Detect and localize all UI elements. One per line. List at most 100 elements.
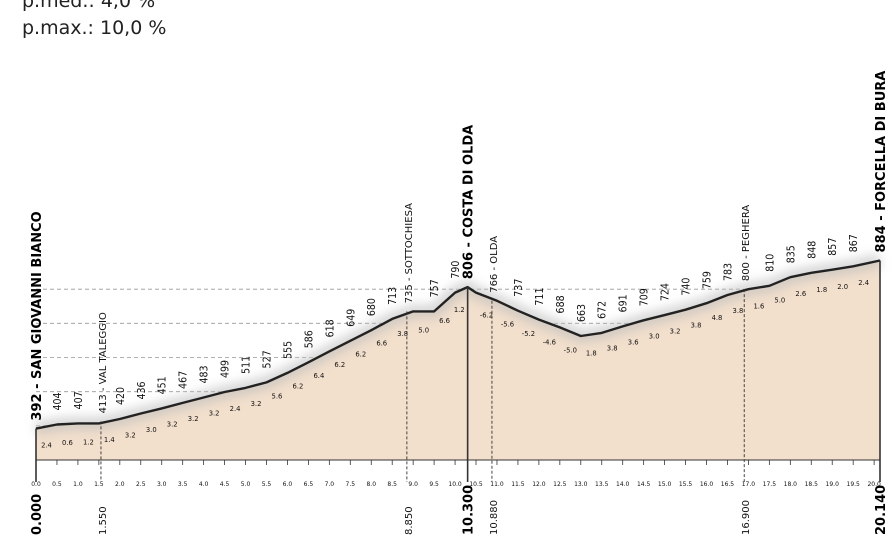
gradient-label: 1.2 — [454, 306, 465, 314]
km-tick-label: 1.0 — [73, 481, 83, 488]
altitude-label: 407 — [73, 391, 85, 409]
gradient-label: 6.2 — [293, 383, 304, 391]
km-tick-label: 10.5 — [469, 481, 483, 488]
altitude-label: 649 — [345, 309, 357, 327]
km-tick-label: 6.5 — [304, 481, 314, 488]
gradient-label: 3.2 — [167, 421, 178, 429]
location-lines — [35, 260, 881, 482]
altitude-label: 663 — [576, 304, 588, 322]
km-tick-label: 5.0 — [241, 481, 251, 488]
altitude-label: 857 — [827, 238, 839, 256]
altitude-label: 467 — [178, 371, 190, 389]
km-tick-label: 11.5 — [511, 481, 525, 488]
gradient-label: -5.2 — [522, 330, 535, 338]
profile-header: p.med.: 4,0 % p.max.: 10,0 % — [22, 0, 166, 42]
km-tick-label: 5.5 — [262, 481, 272, 488]
altitude-label: 724 — [660, 283, 672, 301]
km-tick-label: 11.0 — [490, 481, 504, 488]
location-km: 1.550 — [98, 506, 109, 535]
gradient-label: 1.2 — [83, 438, 94, 446]
location-labels: 0.000 392 - SAN GIOVANNI BIANCO 1.550 413 -… — [30, 71, 889, 535]
altitude-label: 672 — [597, 301, 609, 319]
km-tick-label: 20.0 — [867, 481, 881, 488]
km-tick-label: 13.5 — [595, 481, 609, 488]
km-tick-label: 7.5 — [346, 481, 356, 488]
gradient-label: 3.2 — [125, 431, 136, 439]
location-km: 20.140 — [874, 485, 889, 535]
location-name: 392 - SAN GIOVANNI BIANCO — [30, 211, 45, 420]
km-tick-label: 17.5 — [763, 481, 777, 488]
km-tick-label: 6.0 — [283, 481, 293, 488]
gradient-label: 2.4 — [41, 442, 52, 450]
profile-fill — [36, 260, 880, 460]
km-tick-label: 3.0 — [157, 481, 167, 488]
gradient-label: 1.8 — [586, 349, 597, 357]
location-name: 766 - OLDA — [489, 236, 500, 293]
km-tick-label: 19.0 — [826, 481, 840, 488]
km-axis: 0.0 0.5 1.0 1.5 2.0 2.5 3.0 3.5 4.0 4.5 5.0 5.5 6.0 6… — [31, 460, 881, 488]
location-name: 884 - FORCELLA DI BURA — [874, 71, 889, 253]
altitude-label: 436 — [136, 382, 148, 400]
altitude-label: 713 — [387, 287, 399, 305]
altitude-label: 783 — [722, 263, 734, 281]
gradient-label: 0.6 — [62, 439, 73, 447]
location-km: 10.300 — [462, 485, 477, 535]
gradient-label: 3.6 — [628, 338, 639, 346]
km-tick-label: 18.5 — [805, 481, 819, 488]
altitude-label: 691 — [618, 294, 630, 312]
gradient-label: 3.2 — [670, 327, 681, 335]
gradient-label: 3.0 — [146, 426, 157, 434]
altitude-label: 618 — [324, 319, 336, 337]
altitude-label: 759 — [702, 271, 714, 289]
gradient-label: -4.6 — [543, 339, 556, 347]
gradient-label: 2.4 — [858, 279, 869, 287]
km-tick-label: 18.0 — [784, 481, 798, 488]
location-name: 800 - PEGHERA — [741, 205, 752, 282]
altitude-label: 790 — [450, 261, 462, 279]
gradient-labels: 2.4 0.6 1.2 1.4 3.2 3.0 3.2 3.2 3.2 2.4 3.2 5.6 6.2 6… — [41, 279, 869, 450]
km-tick-label: 0.0 — [31, 481, 41, 488]
altitude-label: 757 — [429, 279, 441, 297]
location-km: 0.000 — [30, 494, 45, 535]
gradient-label: 5.0 — [774, 296, 785, 304]
km-tick-label: 12.0 — [532, 481, 546, 488]
altitude-label: 810 — [764, 254, 776, 272]
km-tick-label: 9.5 — [429, 481, 439, 488]
profile-area — [34, 253, 882, 461]
gradient-label: 6.4 — [313, 372, 324, 380]
gradient-label: 3.2 — [251, 400, 262, 408]
altitude-label: 680 — [366, 298, 378, 316]
altitude-label: 711 — [534, 288, 546, 306]
gradient-label: 5.6 — [272, 393, 283, 401]
gradient-label: 1.8 — [816, 286, 827, 294]
altitude-label: 527 — [261, 350, 273, 368]
average-gradient: p.med.: 4,0 % — [22, 0, 156, 12]
gradient-label: 1.4 — [104, 436, 115, 444]
profile-line — [35, 259, 881, 430]
altitude-label: 848 — [806, 241, 818, 259]
altitude-label: 835 — [785, 245, 797, 263]
km-tick-label: 8.5 — [387, 481, 397, 488]
km-tick-label: 7.0 — [325, 481, 335, 488]
gradient-label: 4.8 — [712, 314, 723, 322]
gradient-label: 2.0 — [837, 283, 848, 291]
km-tick-label: 14.5 — [637, 481, 651, 488]
altitude-label: 511 — [241, 356, 253, 374]
location-km: 8.850 — [404, 506, 415, 535]
altitude-label: 737 — [513, 279, 525, 297]
gradient-label: 3.8 — [691, 321, 702, 329]
altitude-label: 586 — [303, 330, 315, 348]
altitude-label: 709 — [639, 288, 651, 306]
altitude-label: 555 — [282, 341, 294, 359]
km-tick-label: 4.5 — [220, 481, 230, 488]
location-name: 806 - COSTA DI OLDA — [462, 125, 477, 279]
altitude-label: 867 — [848, 234, 860, 252]
gradient-label: 3.8 — [733, 307, 744, 315]
km-tick-label: 3.5 — [178, 481, 188, 488]
km-tick-label: 16.0 — [700, 481, 714, 488]
altitude-labels: 404 407 420 436 451 467 483 499 511 527 555 586 618 6… — [52, 234, 860, 410]
km-tick-label: 15.0 — [658, 481, 672, 488]
km-tick-label: 17.0 — [742, 481, 756, 488]
altitude-label: 688 — [555, 295, 567, 313]
